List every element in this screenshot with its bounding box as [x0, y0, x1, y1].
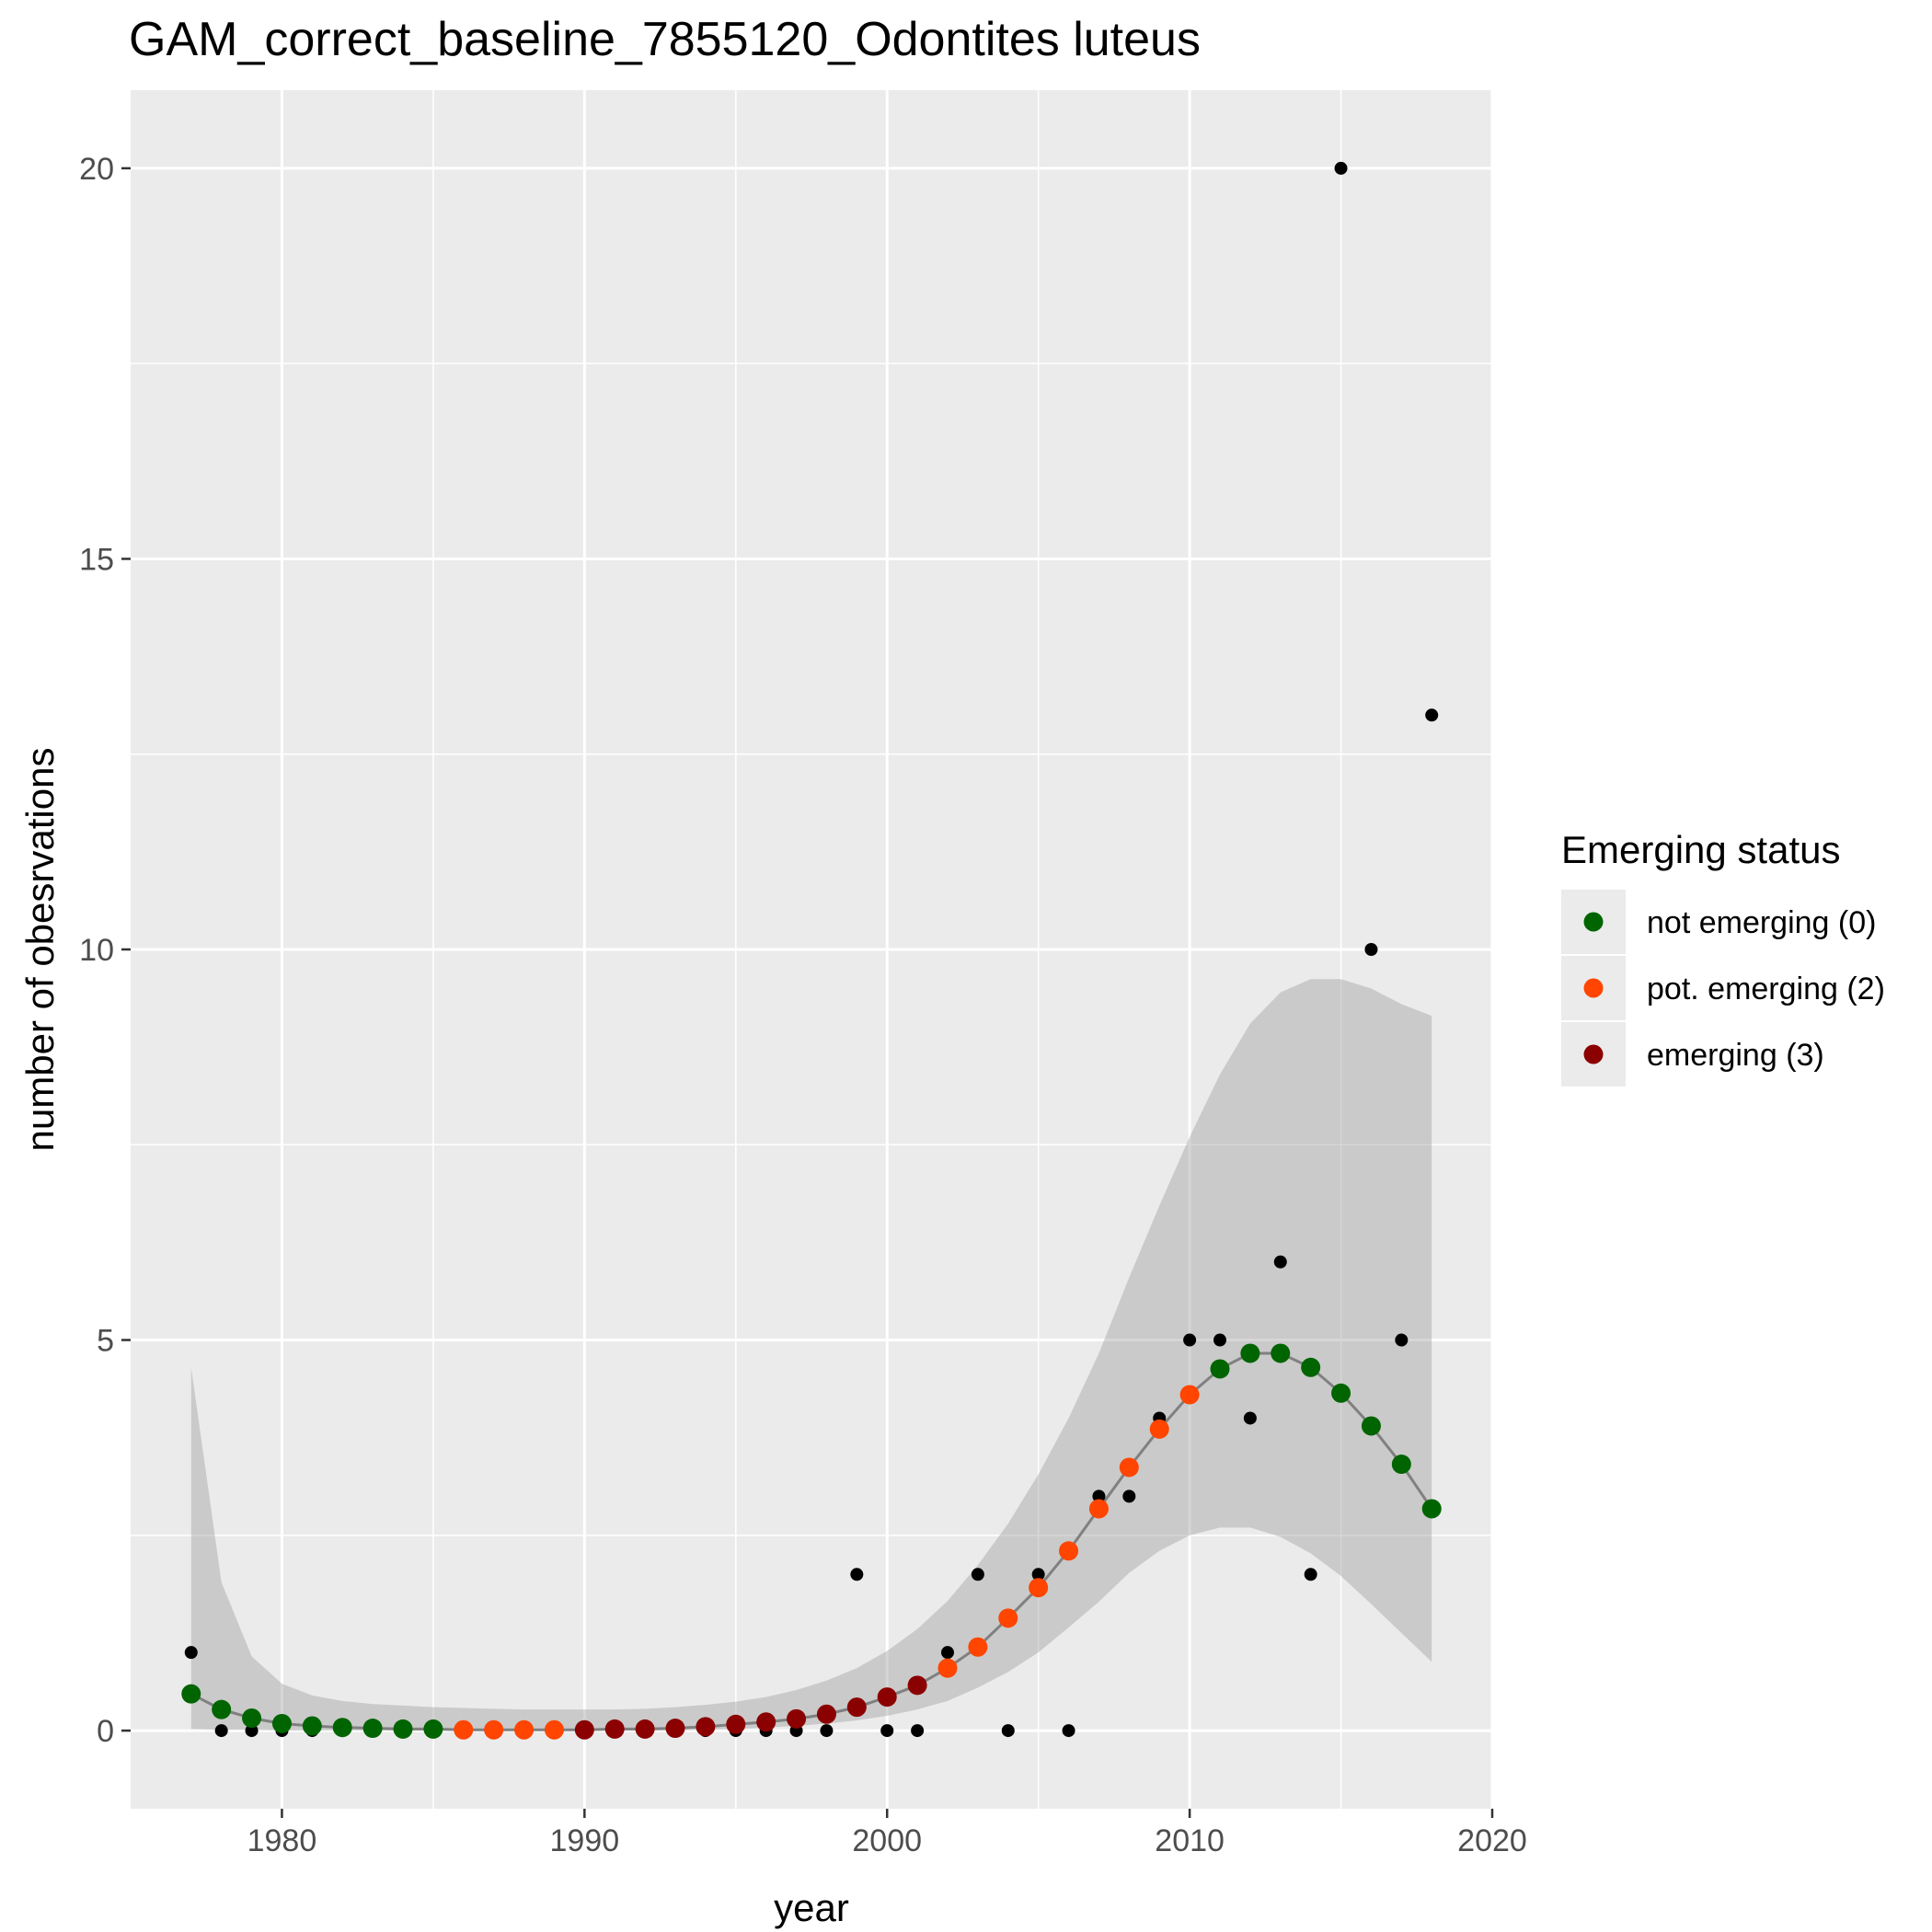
fitted-point — [1119, 1457, 1139, 1478]
observed-point — [850, 1568, 864, 1581]
x-axis: 1980 1990 2000 2010 2020 — [247, 1809, 1527, 1858]
fitted-point — [968, 1637, 988, 1657]
fitted-point — [484, 1719, 504, 1740]
fitted-point — [332, 1718, 352, 1738]
fitted-point — [756, 1712, 776, 1732]
x-tick-label: 2000 — [852, 1823, 922, 1858]
fitted-point — [1149, 1419, 1169, 1439]
fitted-point — [212, 1699, 232, 1719]
fitted-point — [665, 1719, 685, 1739]
legend-label: emerging (3) — [1647, 1038, 1824, 1073]
legend-marker — [1583, 912, 1604, 932]
fitted-point — [454, 1719, 474, 1740]
observed-point — [911, 1724, 925, 1738]
observed-point — [1334, 161, 1348, 175]
fitted-point — [1210, 1359, 1230, 1379]
fitted-point — [574, 1719, 594, 1740]
y-tick-label: 15 — [79, 542, 114, 577]
fitted-status-points — [181, 1343, 1442, 1740]
x-axis-title: year — [774, 1886, 849, 1929]
fitted-point — [1240, 1343, 1260, 1363]
fitted-point — [393, 1719, 413, 1739]
observed-point — [1092, 1489, 1106, 1503]
observed-point — [1001, 1724, 1015, 1738]
fitted-point — [181, 1684, 201, 1704]
fitted-point — [1421, 1499, 1442, 1519]
y-tick-label: 5 — [97, 1324, 114, 1359]
observed-point — [184, 1646, 198, 1660]
x-tick-label: 2020 — [1457, 1823, 1527, 1858]
observed-point — [1364, 943, 1378, 956]
y-tick-label: 10 — [79, 933, 114, 968]
observed-point — [214, 1724, 228, 1738]
fitted-point — [816, 1704, 836, 1724]
observed-point — [820, 1724, 834, 1738]
fitted-point — [604, 1719, 625, 1739]
observed-point — [1273, 1255, 1287, 1269]
legend-marker — [1583, 978, 1604, 998]
legend-title: Emerging status — [1561, 828, 1840, 871]
observed-point — [1183, 1333, 1197, 1347]
confidence-band — [190, 979, 1432, 1731]
observed-point — [1122, 1489, 1136, 1503]
observed-point — [880, 1724, 894, 1738]
fitted-point — [1361, 1416, 1381, 1436]
fitted-point — [362, 1719, 383, 1739]
legend: Emerging status not emerging (0) pot. eme… — [1561, 828, 1885, 1087]
fitted-point — [907, 1675, 927, 1696]
x-tick-label: 1990 — [550, 1823, 620, 1858]
y-axis-title: number of obesrvations — [18, 748, 62, 1152]
major-gridlines — [131, 90, 1494, 1809]
fitted-point — [1391, 1455, 1411, 1475]
y-tick-label: 0 — [97, 1714, 114, 1749]
fitted-point — [1331, 1383, 1351, 1403]
observed-point — [971, 1568, 984, 1581]
fitted-point — [544, 1719, 564, 1740]
fitted-point — [726, 1714, 746, 1734]
x-tick-label: 2010 — [1155, 1823, 1225, 1858]
observed-point — [1062, 1724, 1075, 1738]
fitted-point — [302, 1716, 322, 1736]
fitted-point — [1029, 1578, 1049, 1598]
observed-point — [1243, 1411, 1257, 1425]
y-axis: 0 5 10 15 20 — [79, 152, 131, 1749]
fitted-point — [1059, 1541, 1079, 1561]
x-tick-label: 1980 — [247, 1823, 317, 1858]
fitted-point — [514, 1719, 535, 1740]
observed-point — [1213, 1333, 1226, 1347]
fitted-point — [937, 1658, 958, 1678]
y-tick-label: 20 — [79, 152, 114, 187]
fitted-point — [1301, 1357, 1321, 1377]
observed-point — [245, 1724, 259, 1738]
fitted-point — [877, 1687, 897, 1708]
fitted-point — [242, 1708, 262, 1729]
observed-point — [941, 1646, 954, 1660]
chart-title: GAM_correct_baseline_7855120_Odontites l… — [129, 13, 1201, 66]
fitted-point — [1179, 1385, 1200, 1405]
fitted-point — [635, 1719, 655, 1739]
observed-point — [1395, 1333, 1409, 1347]
fitted-point — [846, 1697, 867, 1718]
fitted-point — [998, 1608, 1018, 1628]
fitted-point — [1088, 1499, 1109, 1519]
fitted-point — [696, 1717, 716, 1737]
observed-point — [1304, 1568, 1317, 1581]
fitted-point — [271, 1713, 292, 1733]
observed-point — [1425, 708, 1439, 722]
legend-marker — [1583, 1044, 1604, 1064]
fitted-point — [423, 1719, 443, 1739]
observed-point — [1031, 1568, 1045, 1581]
legend-label: not emerging (0) — [1647, 905, 1876, 940]
fitted-point — [1271, 1343, 1291, 1363]
legend-label: pot. emerging (2) — [1647, 972, 1885, 1006]
fitted-point — [787, 1708, 807, 1729]
